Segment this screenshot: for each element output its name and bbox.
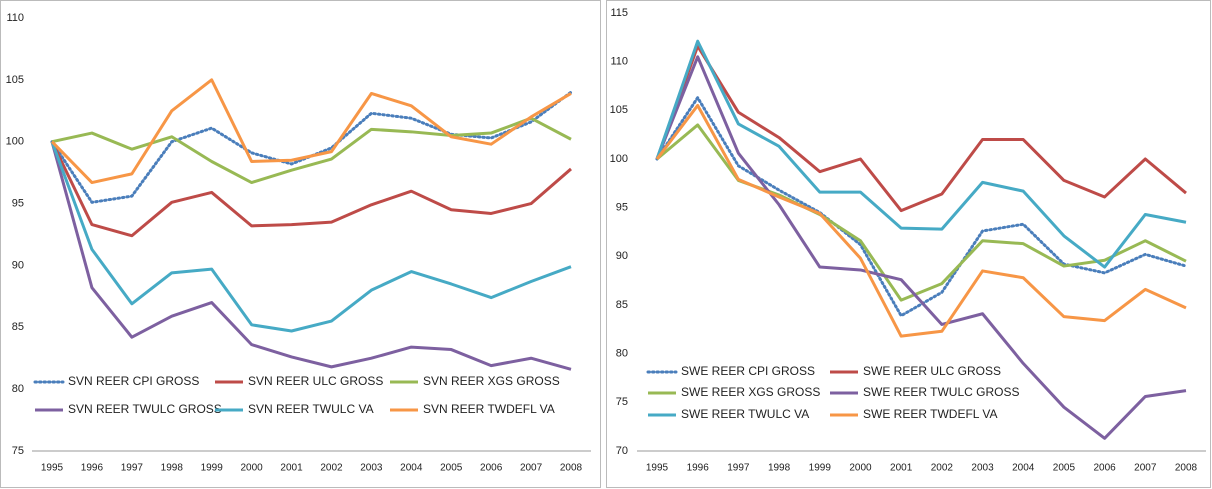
x-tick-label: 1996 <box>81 463 104 474</box>
legend-label: SWE REER TWULC GROSS <box>863 385 1019 399</box>
x-tick-label: 2004 <box>1012 463 1035 474</box>
x-tick-label: 2002 <box>931 463 954 474</box>
x-tick-label: 1998 <box>161 463 184 474</box>
legend-label: SVN REER TWDEFL VA <box>423 402 555 416</box>
x-tick-label: 2001 <box>280 463 303 474</box>
legend-label: SVN REER TWULC VA <box>248 402 374 416</box>
legend-label: SVN REER ULC GROSS <box>248 374 383 388</box>
series-line <box>655 55 1187 440</box>
legend-label: SVN REER CPI GROSS <box>68 374 199 388</box>
x-tick-label: 1995 <box>41 463 64 474</box>
x-tick-label: 2008 <box>560 463 583 474</box>
x-tick-label: 2002 <box>320 463 343 474</box>
y-tick-label: 75 <box>12 445 24 457</box>
y-tick-label: 95 <box>616 202 628 214</box>
x-tick-label: 2006 <box>1093 463 1116 474</box>
y-tick-label: 85 <box>616 299 628 311</box>
series-line <box>50 141 572 238</box>
x-tick-label: 2001 <box>890 463 913 474</box>
legend-label: SWE REER ULC GROSS <box>863 364 1001 378</box>
x-tick-label: 2008 <box>1175 463 1198 474</box>
x-tick-label: 2007 <box>1134 463 1157 474</box>
y-tick-label: 90 <box>12 259 24 271</box>
x-tick-label: 1997 <box>121 463 144 474</box>
series-line <box>50 141 572 333</box>
y-tick-label: 80 <box>616 348 628 360</box>
x-tick-label: 1997 <box>727 463 750 474</box>
y-tick-label: 70 <box>616 445 628 457</box>
y-tick-label: 110 <box>6 12 24 24</box>
x-tick-label: 2005 <box>440 463 463 474</box>
y-tick-label: 105 <box>6 74 24 86</box>
x-tick-label: 2005 <box>1053 463 1076 474</box>
series-line <box>655 44 1187 213</box>
series-line <box>655 39 1187 269</box>
y-tick-label: 75 <box>616 396 628 408</box>
series-line <box>50 141 572 371</box>
x-tick-label: 2000 <box>240 463 263 474</box>
x-tick-label: 1999 <box>201 463 224 474</box>
x-tick-label: 2004 <box>400 463 423 474</box>
y-tick-label: 85 <box>12 321 24 333</box>
y-tick-label: 105 <box>610 104 628 116</box>
x-tick-label: 2003 <box>971 463 994 474</box>
legend-label: SWE REER XGS GROSS <box>681 385 820 399</box>
x-tick-label: 2007 <box>520 463 543 474</box>
y-tick-label: 110 <box>610 56 628 68</box>
x-tick-label: 1999 <box>809 463 832 474</box>
series-line <box>51 116 572 185</box>
chart-frame <box>0 0 601 488</box>
y-tick-label: 90 <box>616 250 628 262</box>
y-tick-label: 115 <box>610 7 628 19</box>
x-tick-label: 2003 <box>360 463 383 474</box>
y-tick-label: 100 <box>610 153 628 165</box>
x-tick-label: 1998 <box>768 463 791 474</box>
y-tick-label: 80 <box>12 383 24 395</box>
legend-label: SVN REER XGS GROSS <box>423 374 560 388</box>
legend-label: SWE REER TWULC VA <box>681 407 809 421</box>
series-line <box>50 78 572 185</box>
legend-label: SWE REER TWDEFL VA <box>863 407 997 421</box>
series-line <box>655 103 1187 338</box>
y-tick-label: 100 <box>6 136 24 148</box>
x-tick-label: 1995 <box>646 463 669 474</box>
legend-label: SWE REER CPI GROSS <box>681 364 815 378</box>
legend-label: SVN REER TWULC GROSS <box>68 402 222 416</box>
x-tick-label: 1996 <box>687 463 710 474</box>
x-tick-label: 2000 <box>849 463 872 474</box>
x-tick-label: 2006 <box>480 463 503 474</box>
y-tick-label: 95 <box>12 197 24 209</box>
